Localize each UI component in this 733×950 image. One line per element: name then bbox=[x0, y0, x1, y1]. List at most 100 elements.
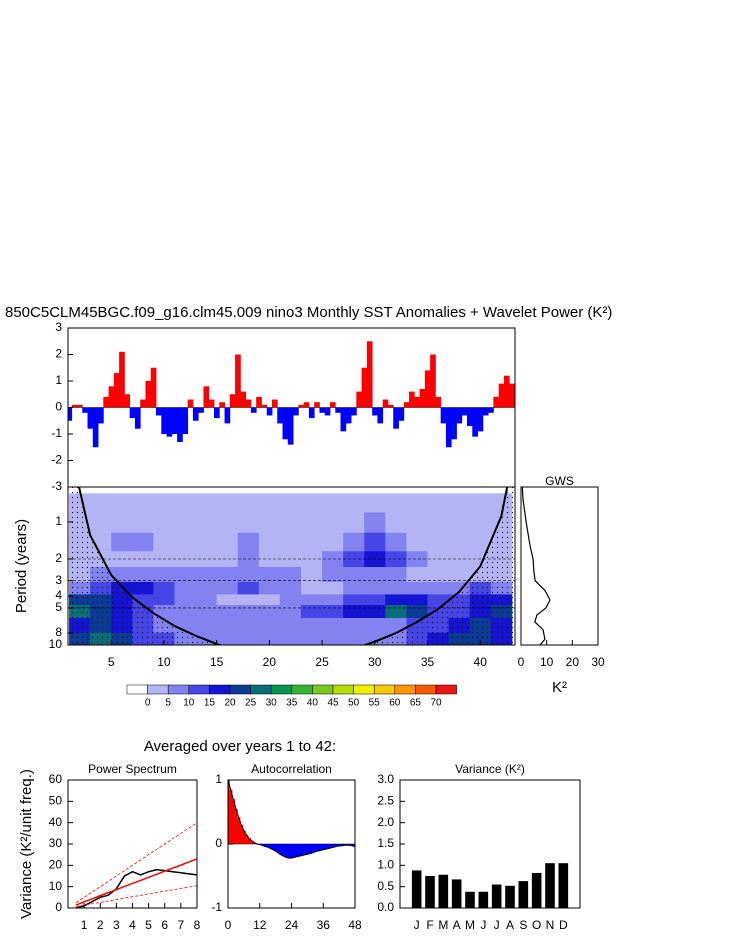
spectrum-line bbox=[75, 868, 197, 908]
power-cell bbox=[237, 512, 260, 534]
anomaly-bar bbox=[235, 354, 241, 408]
x-tick-label: A bbox=[453, 918, 461, 932]
autocorr-fill bbox=[337, 844, 341, 846]
power-cell bbox=[216, 551, 239, 568]
anomaly-bar bbox=[488, 407, 494, 413]
anomaly-bar bbox=[287, 407, 294, 445]
anomaly-bar bbox=[134, 407, 141, 429]
power-cell bbox=[343, 617, 365, 634]
power-cell bbox=[300, 632, 323, 645]
power-cell bbox=[385, 604, 407, 619]
colorbar-box bbox=[291, 684, 313, 695]
plot-area bbox=[228, 780, 355, 859]
colorbar-box bbox=[435, 684, 457, 695]
power-cell bbox=[322, 594, 344, 606]
anomaly-bar bbox=[451, 407, 457, 440]
power-cell bbox=[132, 493, 154, 513]
autocorr-fill bbox=[303, 844, 307, 855]
power-cell bbox=[258, 594, 281, 606]
colorbar-box bbox=[312, 684, 334, 695]
colorbar-label: 45 bbox=[327, 698, 339, 709]
panel-title: Autocorrelation bbox=[251, 762, 332, 776]
power-cell bbox=[153, 532, 175, 552]
bar bbox=[465, 891, 475, 908]
anomaly-bar bbox=[103, 396, 109, 408]
panel-title: Power Spectrum bbox=[88, 762, 177, 776]
power-cell bbox=[111, 493, 133, 513]
autocorr-fill bbox=[300, 844, 304, 856]
bar bbox=[425, 876, 435, 908]
anomaly-bar bbox=[456, 407, 463, 424]
anomaly-bar bbox=[271, 399, 278, 408]
power-cell bbox=[448, 493, 471, 513]
power-cell bbox=[174, 493, 197, 513]
anomaly-bar bbox=[92, 407, 99, 448]
power-cell bbox=[195, 604, 218, 619]
anomaly-bar bbox=[293, 407, 299, 416]
gws-line bbox=[521, 486, 551, 646]
colorbar-box bbox=[270, 684, 293, 695]
colorbar-box bbox=[229, 684, 251, 695]
x-tick-label: M bbox=[438, 918, 448, 932]
power-cell bbox=[195, 493, 218, 513]
power-cell bbox=[300, 581, 323, 595]
y-tick-label: 50 bbox=[49, 794, 63, 808]
power-cell bbox=[258, 512, 281, 534]
anomaly-bar bbox=[156, 407, 162, 416]
power-cell bbox=[406, 532, 428, 552]
power-cell bbox=[195, 581, 218, 595]
x-tick-label: 7 bbox=[178, 918, 185, 932]
coi-stipple bbox=[68, 487, 228, 645]
y-tick-label: 0 bbox=[215, 836, 222, 850]
power-cell bbox=[406, 512, 428, 534]
colorbar-label: 5 bbox=[165, 698, 171, 709]
autocorr-fill bbox=[306, 844, 310, 855]
power-cell bbox=[385, 581, 407, 595]
autocorr-fill bbox=[229, 789, 233, 844]
x-tick-label: 20 bbox=[566, 655, 580, 669]
anomaly-bar bbox=[192, 407, 199, 421]
coi-stipple bbox=[358, 487, 515, 645]
x-tick-label: 15 bbox=[210, 655, 224, 669]
power-cell bbox=[427, 512, 450, 534]
spectrum-line bbox=[75, 885, 197, 907]
power-cell bbox=[279, 604, 302, 619]
autocorr-fill bbox=[279, 844, 283, 855]
anomaly-bar bbox=[366, 341, 373, 408]
anomaly-bar bbox=[140, 399, 146, 408]
y-tick-label: 3 bbox=[55, 573, 62, 587]
power-cell bbox=[216, 594, 239, 606]
anomaly-bar bbox=[503, 375, 510, 408]
autocorr-fill bbox=[274, 844, 278, 852]
y-tick-label: 0.0 bbox=[377, 900, 394, 914]
power-cell bbox=[90, 493, 112, 513]
autocorr-fill bbox=[316, 844, 320, 852]
x-tick-label: J bbox=[414, 918, 420, 932]
colorbar-box bbox=[353, 684, 375, 695]
autocorr-fill bbox=[324, 844, 328, 850]
power-cell bbox=[237, 532, 260, 552]
colorbar-box bbox=[167, 684, 190, 695]
power-cell bbox=[279, 532, 302, 552]
anomaly-bar bbox=[250, 407, 257, 413]
anomaly-bar bbox=[229, 394, 236, 408]
power-cell bbox=[258, 493, 281, 513]
power-cell bbox=[237, 581, 260, 595]
power-cell bbox=[237, 594, 260, 606]
anomaly-bar bbox=[256, 396, 262, 408]
power-cell bbox=[406, 567, 428, 583]
anomaly-bar bbox=[414, 396, 420, 408]
power-cell bbox=[195, 617, 218, 634]
colorbar-box bbox=[126, 684, 148, 695]
autocorr-fill bbox=[332, 844, 336, 848]
power-cell bbox=[427, 493, 450, 513]
bar bbox=[531, 873, 542, 908]
power-cell bbox=[237, 632, 260, 645]
y-tick-label: 2 bbox=[55, 551, 62, 565]
colorbar-label: 30 bbox=[266, 698, 278, 709]
autocorr-fill bbox=[271, 844, 275, 850]
power-cell bbox=[279, 512, 302, 534]
power-cell bbox=[322, 512, 344, 534]
x-tick-label: 40 bbox=[474, 655, 488, 669]
y-tick-label: 5 bbox=[55, 600, 62, 614]
